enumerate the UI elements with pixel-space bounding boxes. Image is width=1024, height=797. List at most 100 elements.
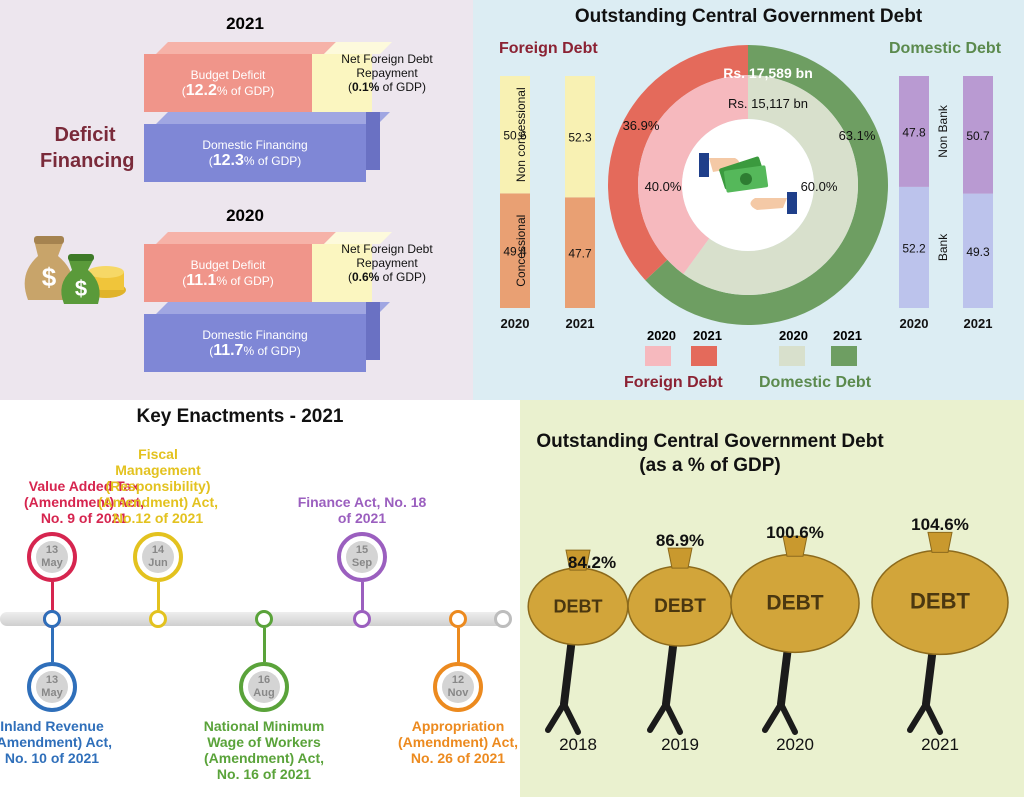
hand-cuff-right xyxy=(787,192,797,214)
person-leg-back-0 xyxy=(545,701,567,733)
person-leg-back-1 xyxy=(647,701,669,733)
enactments-title: Key Enactments - 2021 xyxy=(136,406,344,427)
bottom-enactment-2-line-2: No. 26 of 2021 xyxy=(410,750,506,766)
top-date-day-2: 15 xyxy=(355,544,369,556)
budget-deficit-2021-top xyxy=(156,42,336,54)
gdp-title: Outstanding Central Government Debt (as … xyxy=(520,430,900,478)
domestic-2020-label: Domestic Financing xyxy=(202,328,308,342)
debt-bag-2021: DEBT xyxy=(871,531,1009,735)
foreign-debt-heading: Foreign Debt xyxy=(499,40,598,57)
domestic-year-2020: 2020 xyxy=(900,316,929,331)
debt-composition-title: Outstanding Central Government Debt xyxy=(574,6,923,27)
donut-inner-total: Rs. 15,117 bn xyxy=(728,96,808,111)
bag-label-1: DEBT xyxy=(654,596,706,617)
top-enactment-2-line-0: Finance Act, No. 18 xyxy=(297,494,427,510)
bottom-enactment-1: National Minimum Wage of Workers (Amendmen… xyxy=(184,718,344,782)
nfd-2020-bg xyxy=(312,244,372,302)
donut-2021-domestic-label: 63.1% xyxy=(839,128,876,143)
bag-label-0: DEBT xyxy=(554,596,603,616)
top-date-badge-1: 14 Jun xyxy=(142,541,174,573)
legend-domestic-label: Domestic Debt xyxy=(759,374,872,391)
donut-outer-total: Rs. 17,589 bn xyxy=(723,65,813,81)
top-date-day-0: 13 xyxy=(45,544,59,556)
top-enactment-0-line-1: (Amendment) Act, xyxy=(23,494,145,510)
donut-2021-foreign-label: 36.9% xyxy=(623,118,660,133)
bottom-date-month-0: May xyxy=(41,687,63,699)
person-leg-back-3 xyxy=(907,701,929,733)
svg-text:$: $ xyxy=(42,262,57,292)
nfd-2020-unit: of GDP) xyxy=(379,270,427,284)
bottom-date-day-0: 13 xyxy=(45,674,59,686)
top-enactment-1-line-1: Management xyxy=(115,462,201,478)
domestic-2021-label: Domestic Financing xyxy=(202,138,308,152)
bottom-date-pin-2: 12 Nov xyxy=(433,662,483,712)
gdp-value-2021: 104.6% xyxy=(911,515,969,534)
bottom-date-month-1: Aug xyxy=(253,687,275,699)
nfd-2020-label1: Net Foreign Debt xyxy=(341,242,433,256)
bottom-date-day-1: 16 xyxy=(257,674,271,686)
top-enactment-0-line-2: No. 9 of 2021 xyxy=(40,510,128,526)
bottom-enactment-1-line-1: Wage of Workers xyxy=(207,734,321,750)
top-enactment-0: Value Added Tax (Amendment) Act, No. 9 of … xyxy=(4,478,164,526)
legend-swatch-domestic-2020 xyxy=(779,346,805,366)
gdp-value-2020: 100.6% xyxy=(766,523,824,542)
foreign-bar-2020-concessional xyxy=(500,193,530,308)
person-leg-front-0 xyxy=(561,701,581,735)
bag-neck-1 xyxy=(667,547,693,569)
hand-right xyxy=(750,198,787,210)
budget-deficit-2021-box: Budget Deficit (12.2% of GDP) xyxy=(144,54,312,112)
domestic-value-2021-0: 49.3 xyxy=(966,245,990,259)
bag-label-2: DEBT xyxy=(766,591,823,614)
domestic-series-label-1: Non Bank xyxy=(936,104,950,158)
bottom-enactment-2: Appropriation (Amendment) Act, No. 26 of 2… xyxy=(378,718,520,766)
top-enactment-2-line-1: of 2021 xyxy=(337,510,387,526)
domestic-2020-box: Domestic Financing (11.7% of GDP) xyxy=(144,314,366,372)
debt-gdp-chart: DEBT 84.2% 2018 DEBT 86.9% 2019 DEBT 100.6% 2020… xyxy=(527,515,1009,754)
bottom-enactment-0-line-2: No. 10 of 2021 xyxy=(4,750,100,766)
top-date-month-0: May xyxy=(41,557,63,569)
top-date-day-1: 14 xyxy=(151,544,165,556)
domestic-2020-unit: % of GDP) xyxy=(243,344,301,358)
legend-foreign-2021-year: 2021 xyxy=(693,328,722,343)
gdp-year-2020: 2020 xyxy=(776,735,814,754)
donut-2020-domestic xyxy=(683,75,858,296)
budget-deficit-2020-label: Budget Deficit xyxy=(190,258,266,272)
bottom-date-badge-1: 16 Aug xyxy=(248,671,280,703)
legend-swatch-foreign-2020 xyxy=(645,346,671,366)
money-bags-icon: $ $ xyxy=(24,236,126,304)
hand-cuff-left xyxy=(699,153,709,177)
bottom-enactment-0: Inland Revenue (Amendment) Act, No. 10 of … xyxy=(0,718,132,766)
person-leg-front-1 xyxy=(663,701,683,735)
donut-2020-foreign xyxy=(638,75,748,274)
domestic-2020-value: 11.7 xyxy=(213,342,244,359)
top-stem-1 xyxy=(157,582,160,610)
top-date-pin-2: 15 Sep xyxy=(337,532,387,582)
bottom-enactment-1-line-3: No. 16 of 2021 xyxy=(216,766,312,782)
donut-2020-foreign-label: 40.0% xyxy=(645,179,682,194)
top-enactment-1-line-0: Fiscal xyxy=(138,446,178,462)
bag-neck-0 xyxy=(565,549,591,571)
budget-deficit-2021-value: 12.2 xyxy=(185,82,217,99)
bottom-date-pin-0: 13 May xyxy=(27,662,77,712)
person-leg-front-2 xyxy=(778,701,798,735)
debt-legend: 2020 2021 2020 2021 xyxy=(633,328,893,388)
deficit-financing-panel: 2021 2020 Deficit Financing $ $ Budget D… xyxy=(0,0,473,400)
person-leg-back-2 xyxy=(762,701,784,733)
debt-bag-2018: DEBT xyxy=(527,549,629,735)
domestic-2021-unit: % of GDP) xyxy=(243,154,302,168)
nfd-2021-bg xyxy=(312,54,372,112)
gdp-year-2018: 2018 xyxy=(559,735,597,754)
bottom-timeline-dot-1 xyxy=(255,610,273,628)
domestic-series-label-0: Bank xyxy=(936,233,950,261)
foreign-bar-2021-non-concessional xyxy=(565,76,595,198)
bottom-timeline-dot-0 xyxy=(43,610,61,628)
top-timeline-dot-1 xyxy=(149,610,167,628)
domestic-bar-2021-non-bank xyxy=(963,76,993,194)
budget-deficit-2020-box: Budget Deficit (11.1% of GDP) xyxy=(144,244,312,302)
deficit-label-line1: Deficit xyxy=(54,124,116,146)
svg-text:$: $ xyxy=(75,276,87,301)
budget-deficit-2021-unit: % of GDP) xyxy=(216,84,275,98)
foreign-value-2021-0: 47.7 xyxy=(568,247,592,261)
debt-composition-chart: 49.4 50.6 2020 47.7 52.3 2021 Concessional Non … xyxy=(500,45,993,331)
nfd-2021-unit: of GDP) xyxy=(379,80,427,94)
